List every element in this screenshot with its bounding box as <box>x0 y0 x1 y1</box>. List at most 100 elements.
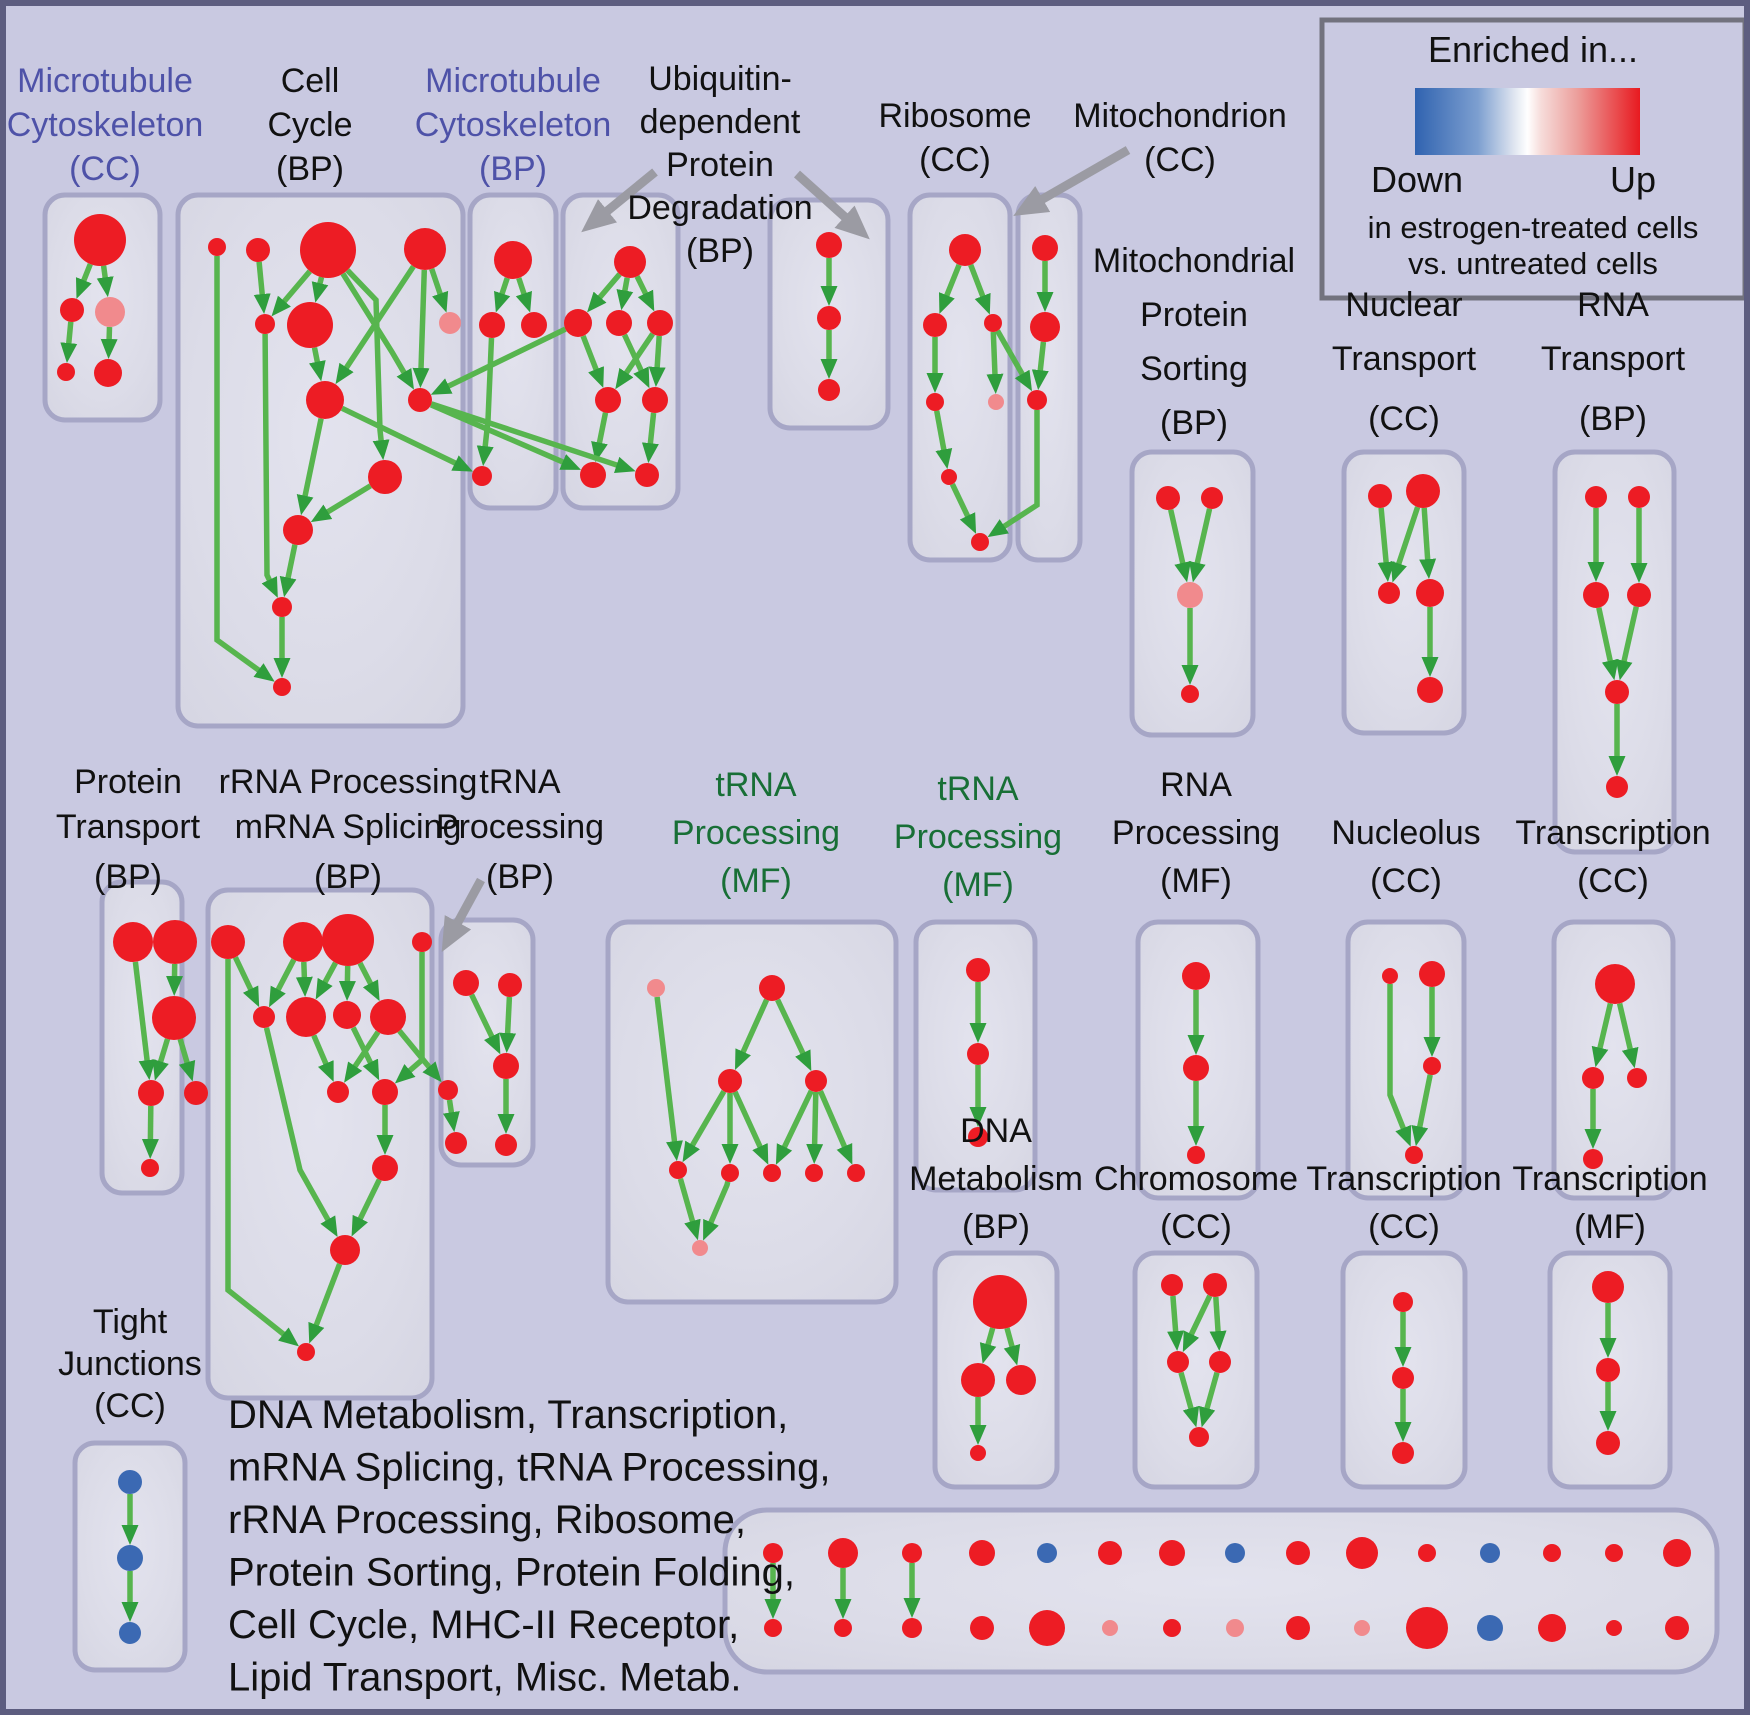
cluster-label-mitochondrial-protein-sorting-bp: Mitochondrial <box>1093 242 1295 280</box>
cluster-label-transcription-cc-bottom: (CC) <box>1368 1208 1440 1246</box>
summary-node-top <box>1346 1537 1378 1569</box>
graph-edge <box>340 272 414 390</box>
graph-node <box>494 241 532 279</box>
cluster-label-tight-junctions-cc: (CC) <box>94 1387 166 1425</box>
graph-edge <box>296 418 324 516</box>
graph-edge <box>412 269 430 388</box>
cluster-label-microtubule-cytoskeleton-bp: Cytoskeleton <box>415 106 612 144</box>
graph-node <box>412 932 432 952</box>
graph-edge <box>315 961 338 1000</box>
cross-cluster-edge <box>340 405 474 472</box>
graph-node <box>333 1001 361 1029</box>
summary-node-bottom <box>1163 1619 1181 1637</box>
graph-node <box>286 997 326 1037</box>
cluster-label-nuclear-transport-cc: Transport <box>1332 340 1477 378</box>
graph-node <box>1595 964 1635 1004</box>
legend-up-label: Up <box>1610 159 1656 200</box>
cluster-label-ubiquitin-dependent-protein-degradation-bp: Protein <box>666 146 774 184</box>
graph-node <box>211 925 245 959</box>
graph-node <box>818 379 840 401</box>
graph-edge <box>1168 509 1191 583</box>
pointer-arrow-icon <box>793 170 870 240</box>
graph-node <box>1405 1146 1423 1164</box>
footer-line: mRNA Splicing, tRNA Processing, <box>228 1446 830 1490</box>
graph-node <box>968 1127 988 1147</box>
graph-node <box>635 463 659 487</box>
footer-line: Cell Cycle, MHC-II Receptor, <box>228 1603 739 1647</box>
graph-node <box>1423 1057 1441 1075</box>
cluster-label-trna-processing-mf-1: Processing <box>672 814 840 852</box>
graph-node <box>60 298 84 322</box>
summary-node-bottom <box>1665 1616 1689 1640</box>
graph-node <box>138 1080 164 1106</box>
graph-node <box>113 922 153 962</box>
cluster-label-trna-processing-mf-2: Processing <box>894 818 1062 856</box>
cluster-label-trna-processing-mf-2: tRNA <box>937 770 1019 808</box>
summary-node-top <box>902 1543 922 1563</box>
graph-node <box>372 1079 398 1105</box>
graph-node <box>988 394 1004 410</box>
summary-node-top <box>969 1540 995 1566</box>
graph-node <box>1201 487 1223 509</box>
graph-node <box>1006 1365 1036 1395</box>
cluster-label-transcription-cc-mid: (CC) <box>1577 862 1649 900</box>
graph-node <box>1189 1427 1209 1447</box>
cluster-box-chromosome-cc <box>1132 1250 1260 1490</box>
graph-node <box>438 1080 458 1100</box>
cluster-label-nuclear-transport-cc: Nuclear <box>1345 286 1462 324</box>
legend-subtitle-2: vs. untreated cells <box>1408 246 1658 281</box>
graph-edge <box>310 483 372 523</box>
summary-node-top <box>1225 1543 1245 1563</box>
graph-node <box>961 1363 995 1397</box>
misc-summary-box <box>722 1507 1720 1675</box>
graph-edge <box>132 961 156 1081</box>
cluster-label-trna-processing-bp: Processing <box>436 808 604 846</box>
graph-node <box>1627 1068 1647 1088</box>
graph-node <box>1177 582 1203 608</box>
graph-edge <box>442 1099 460 1133</box>
cluster-box-trna-processing-mf-1 <box>605 919 899 1305</box>
graph-edge <box>1390 506 1421 583</box>
cluster-label-microtubule-cytoskeleton-bp: Microtubule <box>425 62 601 100</box>
legend-subtitle-1: in estrogen-treated cells <box>1368 210 1699 245</box>
graph-node <box>805 1164 823 1182</box>
legend-box <box>1319 17 1748 301</box>
graph-node <box>984 314 1002 332</box>
graph-edge <box>641 412 659 464</box>
graph-node <box>95 297 125 327</box>
graph-node <box>74 214 126 266</box>
cluster-label-trna-processing-bp: tRNA <box>479 763 561 801</box>
cluster-box-dna-metabolism-bp <box>932 1250 1060 1490</box>
graph-edge <box>703 1181 731 1241</box>
summary-node-bottom <box>1226 1619 1244 1637</box>
graph-edge <box>469 993 501 1055</box>
graph-node <box>847 1164 865 1182</box>
graph-node <box>327 1081 349 1103</box>
graph-node <box>1585 486 1607 508</box>
graph-node <box>949 234 981 266</box>
graph-edge <box>775 1089 814 1165</box>
graph-node <box>1419 961 1445 987</box>
graph-edge <box>1387 984 1412 1147</box>
graph-node <box>1582 1067 1604 1089</box>
summary-node-top <box>1663 1539 1691 1567</box>
graph-node <box>322 914 374 966</box>
graph-node <box>1392 1442 1414 1464</box>
graph-edge <box>1209 1296 1227 1352</box>
cluster-label-microtubule-cytoskeleton-cc: Microtubule <box>17 62 193 100</box>
graph-node <box>1378 582 1400 604</box>
graph-edge <box>1377 507 1395 583</box>
graph-node <box>330 1235 360 1265</box>
graph-edge <box>263 1027 338 1237</box>
graph-edge <box>96 265 114 298</box>
cluster-label-rna-transport-bp: Transport <box>1541 340 1686 378</box>
graph-edge <box>335 264 416 385</box>
graph-node <box>606 310 632 336</box>
graph-edge <box>654 996 683 1162</box>
cluster-label-rna-processing-mf: Processing <box>1112 814 1280 852</box>
summary-node-bottom <box>764 1619 782 1637</box>
graph-edge <box>1411 1074 1433 1147</box>
graph-node <box>1416 579 1444 607</box>
cluster-label-tight-junctions-cc: Junctions <box>58 1345 202 1383</box>
